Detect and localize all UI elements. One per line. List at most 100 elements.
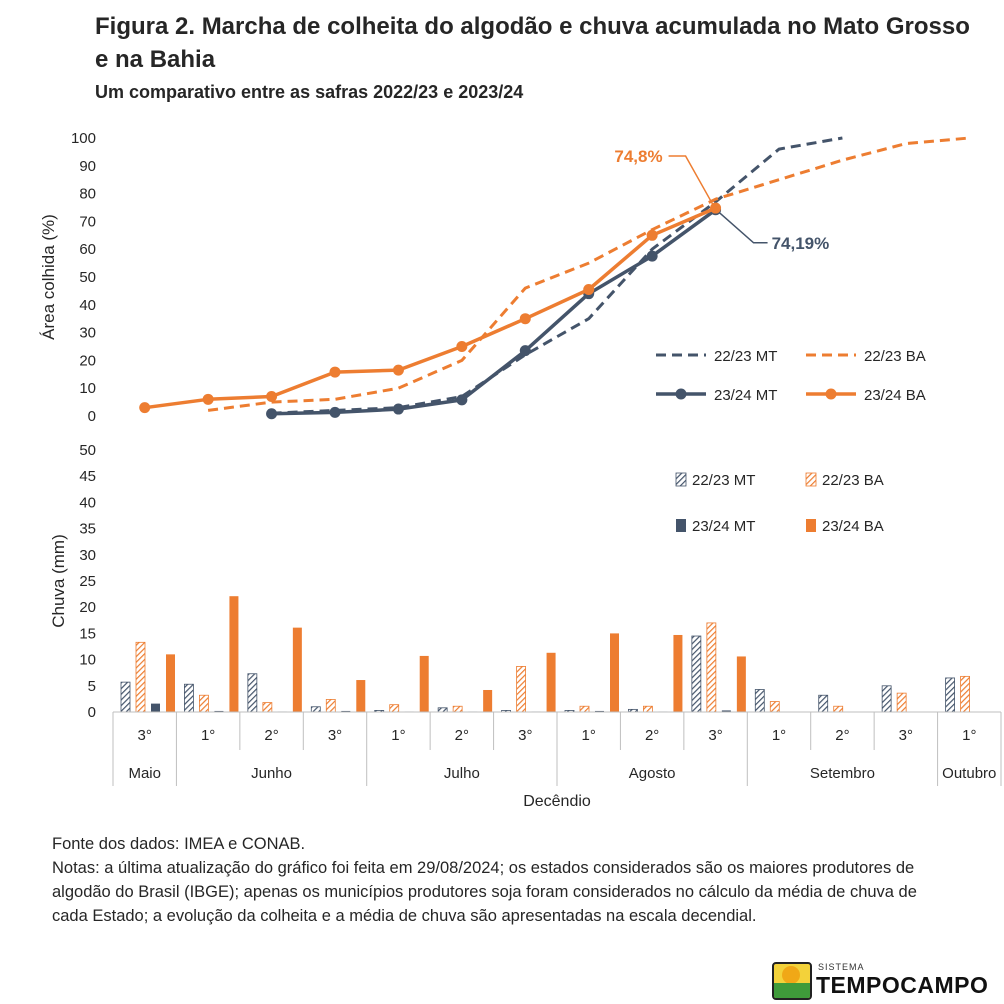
y-tick-label-harvest: 60 [79,241,96,258]
legend-bar-swatch [805,472,817,487]
rain-bar [184,683,194,713]
y-tick-label-rain: 5 [88,678,96,695]
chart-subtitle: Um comparativo entre as safras 2022/23 e… [95,82,524,102]
annotation-leader [719,212,768,244]
series-line-22-23-BA [207,136,970,412]
rain-bar [325,699,336,713]
rain-bar [356,680,366,712]
month-label: Maio [128,765,161,782]
x-tick-label: 3° [328,727,342,744]
x-tick-label: 1° [772,727,786,744]
y-tick-label-harvest: 40 [79,297,96,314]
rain-bar [736,656,746,712]
x-tick-label: 2° [645,727,659,744]
rain-bar [229,596,239,712]
x-tick-label: 2° [835,727,849,744]
legend-label: 23/24 MT [692,518,755,535]
rain-bar [721,710,731,712]
y-tick-label-rain: 10 [79,652,96,669]
legend-label: 22/23 MT [692,472,755,489]
month-label: Julho [444,765,480,782]
rain-bar [691,635,702,713]
legend-bar-swatch [675,472,687,487]
rain-bar [419,655,429,712]
annotation-label: 74,8% [614,147,662,166]
rain-bar [579,705,590,713]
rain-bar [151,703,160,712]
y-tick-label-harvest: 80 [79,186,96,203]
x-tick-label: 3° [708,727,722,744]
y-axis-label-harvest: Área colhida (%) [39,214,58,340]
rain-bar [214,710,224,712]
y-tick-label-harvest: 100 [71,130,96,147]
series-line-23-24-MT [271,208,717,416]
y-axis-label-rain: Chuva (mm) [49,534,68,628]
rain-bar [247,673,258,713]
x-tick-label: 3° [899,727,913,744]
data-point [139,402,151,414]
rain-bar [452,705,463,713]
data-point [202,393,214,405]
month-label: Agosto [629,765,676,782]
rain-bar [896,692,907,713]
rain-bar [292,627,302,712]
y-tick-label-rain: 50 [79,442,96,459]
series-line-23-24-BA [144,206,717,410]
y-tick-label-harvest: 10 [79,380,96,397]
data-point [646,250,658,262]
y-tick-label-harvest: 50 [79,269,96,286]
data-point [392,403,404,415]
y-tick-label-harvest: 30 [79,325,96,342]
y-tick-label-rain: 45 [79,468,96,485]
notes: Fonte dos dados: IMEA e CONAB. Notas: a … [52,832,952,928]
legend-label: 23/24 BA [864,387,926,404]
month-label: Setembro [810,765,875,782]
rain-bar [166,654,175,712]
legend-label: 23/24 BA [822,518,884,535]
logo-text: TEMPOCAMPO [816,972,989,998]
rain-bar [673,634,683,712]
y-tick-label-rain: 0 [88,704,96,721]
rain-bar [341,710,351,712]
x-tick-label: 1° [201,727,215,744]
legend-bar-swatch [806,519,816,532]
legend-bar-swatch [676,519,686,532]
rain-bar [262,702,273,713]
y-tick-label-rain: 15 [79,625,96,642]
notes-text: Notas: a última atualização do gráfico f… [52,859,917,925]
y-tick-label-harvest: 20 [79,352,96,369]
logo-emblem-icon [772,962,812,1000]
rain-bar [595,710,604,712]
data-point [583,284,595,296]
rain-bar [516,666,526,713]
data-point [392,364,404,376]
harvest-line-chart: 0 10 20 30 40 50 60 70 80 90 100 Área colhida (%) 74… [39,130,970,425]
legend-label: 22/23 BA [822,472,884,489]
y-tick-label-harvest: 0 [88,408,96,425]
y-tick-label-harvest: 90 [79,158,96,175]
month-label: Outubro [942,765,996,782]
logo-small-text: SISTEMA [818,962,865,972]
rain-bar [706,622,717,713]
data-point [519,313,531,325]
rain-bar [960,675,970,713]
rain-bar [120,681,131,713]
data-point [710,202,722,214]
x-tick-label: 1° [391,727,405,744]
y-tick-label-rain: 30 [79,547,96,564]
legend-marker [825,388,837,400]
data-point [646,229,658,241]
legend-label: 23/24 MT [714,387,777,404]
x-axis-label: Decêndio [523,793,591,810]
rain-bar [310,706,321,713]
rain-bar [818,694,829,713]
annotation-leader [668,155,714,205]
y-tick-label-harvest: 70 [79,213,96,230]
y-tick-label-rain: 25 [79,573,96,590]
data-point [456,394,468,406]
tempocampo-logo: SISTEMA TEMPOCAMPO [772,960,988,1000]
annotation-label: 74,19% [772,234,830,253]
rain-bar [945,677,955,713]
rain-bar-chart: 0 5 10 15 20 25 30 35 40 45 50 Chuva (mm) 3° 1° 2° 3° 1°… [49,442,1002,810]
